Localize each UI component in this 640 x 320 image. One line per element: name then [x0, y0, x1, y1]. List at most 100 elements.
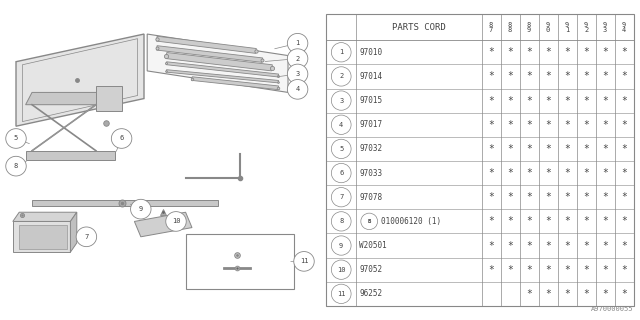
Text: 9
1: 9 1: [565, 21, 569, 33]
Text: 10: 10: [172, 219, 180, 224]
Text: PARTS CORD: PARTS CORD: [392, 23, 445, 32]
Polygon shape: [26, 151, 115, 160]
Circle shape: [332, 188, 351, 207]
Circle shape: [131, 199, 151, 219]
Text: *: *: [545, 241, 551, 251]
Text: *: *: [488, 120, 494, 130]
Text: 1: 1: [339, 49, 343, 55]
Circle shape: [6, 156, 26, 176]
Text: 97033: 97033: [359, 169, 382, 178]
Text: *: *: [526, 120, 532, 130]
Text: *: *: [583, 144, 589, 154]
Text: 97015: 97015: [359, 96, 382, 105]
Text: *: *: [621, 71, 627, 81]
Polygon shape: [22, 39, 138, 122]
Text: *: *: [507, 144, 513, 154]
Text: *: *: [526, 216, 532, 226]
Text: *: *: [621, 241, 627, 251]
Text: *: *: [621, 265, 627, 275]
Text: *: *: [545, 265, 551, 275]
Text: *: *: [621, 216, 627, 226]
Circle shape: [287, 49, 308, 68]
Text: *: *: [602, 289, 608, 299]
Polygon shape: [166, 70, 278, 83]
Polygon shape: [16, 34, 144, 126]
Text: *: *: [602, 120, 608, 130]
Text: *: *: [564, 71, 570, 81]
Text: 2: 2: [339, 73, 343, 79]
Polygon shape: [13, 221, 70, 252]
Text: *: *: [488, 47, 494, 57]
Text: 8
8: 8 8: [508, 21, 512, 33]
Text: *: *: [507, 47, 513, 57]
Polygon shape: [157, 46, 262, 62]
Text: *: *: [621, 96, 627, 106]
Text: 6: 6: [120, 135, 124, 141]
Circle shape: [332, 91, 351, 110]
Circle shape: [332, 236, 351, 255]
Text: *: *: [526, 241, 532, 251]
Text: 8: 8: [339, 218, 343, 224]
Text: 8
7: 8 7: [489, 21, 493, 33]
Text: 9
0: 9 0: [546, 21, 550, 33]
Text: *: *: [564, 47, 570, 57]
Polygon shape: [13, 212, 77, 221]
Text: *: *: [564, 192, 570, 202]
Text: W20501: W20501: [359, 241, 387, 250]
Text: *: *: [602, 47, 608, 57]
Text: 97010: 97010: [359, 48, 382, 57]
Circle shape: [332, 43, 351, 62]
Text: *: *: [602, 96, 608, 106]
Text: A970000055: A970000055: [591, 306, 634, 312]
Polygon shape: [147, 34, 288, 92]
Text: 5: 5: [339, 146, 343, 152]
Text: B: B: [367, 219, 371, 224]
Circle shape: [76, 227, 97, 247]
Circle shape: [294, 252, 314, 271]
Circle shape: [287, 64, 308, 84]
Text: *: *: [602, 265, 608, 275]
Text: 2: 2: [296, 56, 300, 62]
Text: *: *: [621, 47, 627, 57]
Text: *: *: [621, 120, 627, 130]
Text: 5: 5: [14, 135, 18, 141]
Polygon shape: [19, 225, 67, 249]
Text: 11: 11: [337, 291, 346, 297]
Polygon shape: [156, 36, 257, 53]
Text: *: *: [621, 192, 627, 202]
Text: 7: 7: [339, 194, 343, 200]
Text: *: *: [583, 289, 589, 299]
Text: *: *: [526, 168, 532, 178]
Text: *: *: [583, 168, 589, 178]
Text: *: *: [564, 144, 570, 154]
Text: 1: 1: [296, 40, 300, 46]
Text: *: *: [545, 168, 551, 178]
Circle shape: [332, 164, 351, 183]
Text: 8: 8: [14, 163, 18, 169]
Polygon shape: [166, 52, 273, 71]
Text: *: *: [545, 47, 551, 57]
Text: *: *: [507, 241, 513, 251]
Text: *: *: [545, 144, 551, 154]
Text: *: *: [583, 265, 589, 275]
Text: 8
9: 8 9: [527, 21, 531, 33]
Text: *: *: [507, 216, 513, 226]
Text: *: *: [583, 241, 589, 251]
Text: *: *: [488, 144, 494, 154]
Text: 11: 11: [300, 258, 308, 264]
Polygon shape: [70, 212, 77, 252]
Text: *: *: [602, 144, 608, 154]
Circle shape: [6, 129, 26, 148]
Text: *: *: [488, 71, 494, 81]
Text: 9: 9: [339, 243, 343, 249]
Text: *: *: [564, 96, 570, 106]
Text: 7: 7: [84, 234, 88, 240]
Text: 96252: 96252: [359, 289, 382, 298]
Text: 4: 4: [339, 122, 343, 128]
Text: 97078: 97078: [359, 193, 382, 202]
Circle shape: [332, 284, 351, 303]
Text: 9: 9: [139, 206, 143, 212]
Circle shape: [361, 213, 378, 229]
Text: *: *: [583, 47, 589, 57]
Text: 9
2: 9 2: [584, 21, 588, 33]
